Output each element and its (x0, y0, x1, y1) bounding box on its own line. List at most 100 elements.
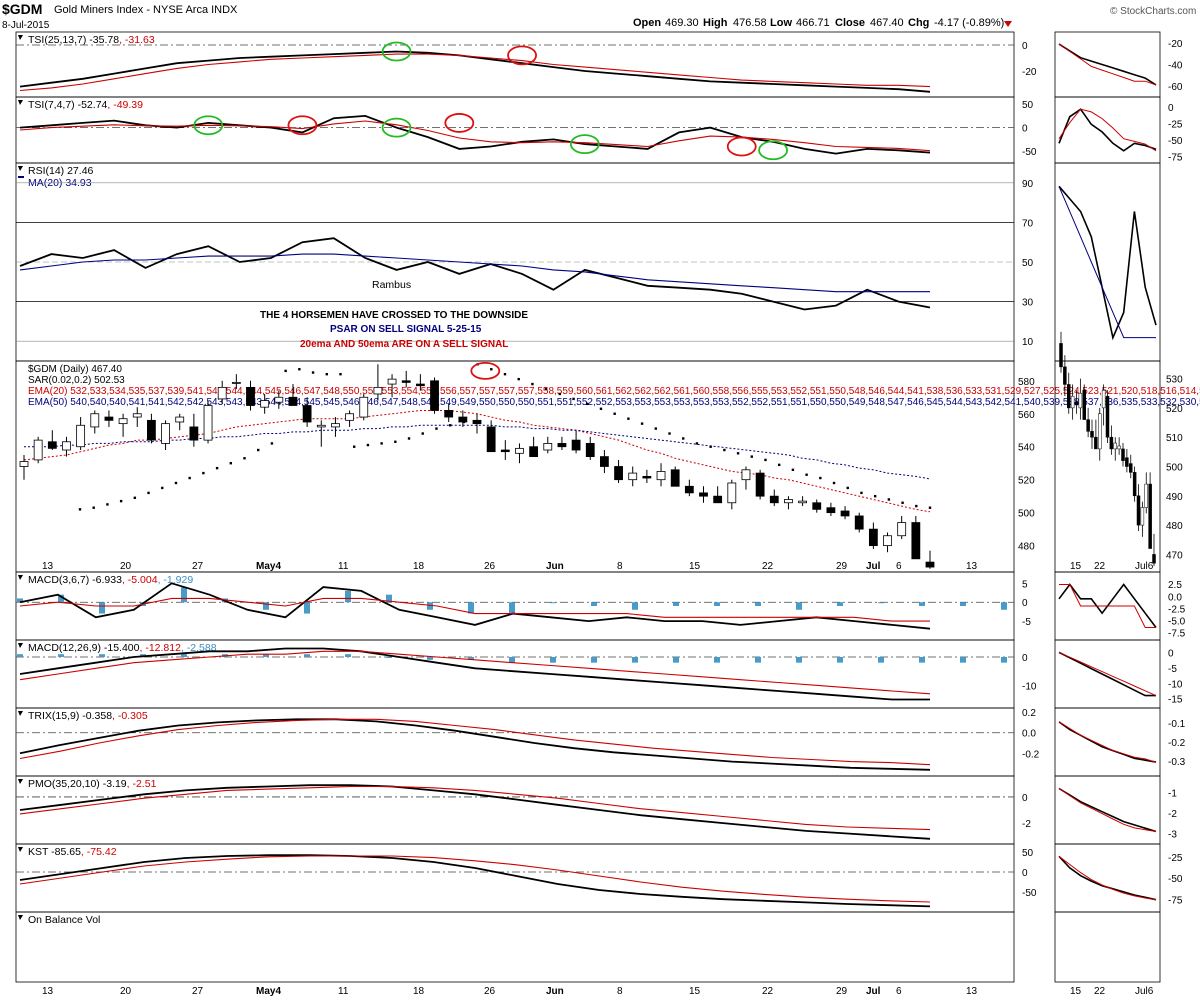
inset-frame-trix (1054, 707, 1161, 777)
histogram-bar (591, 657, 597, 663)
sar-dot (777, 463, 781, 467)
inset-tick-pmo: -3 (1168, 830, 1177, 841)
date-tick: 13 (966, 561, 978, 572)
inset-frame-rsi (1054, 162, 1161, 362)
series-line-tsi1 (19, 53, 931, 92)
inset-tick-tsi2: 0 (1168, 103, 1174, 114)
inset-tick-macd1: -2.5 (1168, 604, 1186, 615)
histogram-bar (837, 657, 843, 663)
inset-tick-trix: -0.2 (1168, 738, 1186, 749)
candle-body (444, 410, 454, 418)
series-line-tsi1 (19, 50, 931, 93)
candle-body (500, 449, 510, 453)
sar-dot (490, 368, 493, 371)
inset-candle-body (1063, 366, 1067, 385)
inset-candle-body (1140, 507, 1145, 526)
inset-tick-tsi2: -50 (1168, 136, 1183, 147)
sar-dot (558, 392, 562, 396)
histogram-bar (550, 602, 556, 604)
histogram-bar (509, 602, 515, 614)
down-arrow-icon (1004, 21, 1012, 27)
sar-dot (668, 432, 671, 435)
sar-dot (147, 491, 150, 495)
date-tick: 6 (896, 561, 902, 572)
candle-body (76, 424, 86, 448)
inset-tick-macd2: -5 (1168, 664, 1177, 675)
candle-body (684, 485, 694, 494)
series-line-trix (19, 718, 931, 766)
inset-price-tick: 530 (1166, 375, 1183, 386)
candle-body (62, 441, 71, 451)
candle-body (628, 472, 638, 481)
inset-tick-macd1: -7.5 (1168, 629, 1186, 640)
candle-body (600, 456, 609, 467)
sar-dot (599, 407, 603, 411)
inset-line-kst (1058, 855, 1157, 901)
green-signal-circle (381, 117, 412, 138)
sar-dot (846, 486, 849, 490)
panel-label-tsi2: TSI(7,4,7) -52.74, -49.39 (28, 99, 143, 111)
inset-candle-body (1086, 419, 1090, 432)
sar-dot (586, 402, 589, 406)
inset-tick-tsi2: -25 (1168, 119, 1183, 130)
price-tick: 580 (1018, 377, 1035, 388)
inset-tick-tsi1: -60 (1168, 82, 1183, 93)
candle-body (302, 405, 312, 423)
green-signal-circle (193, 115, 224, 136)
panel-marker-icon (18, 711, 23, 716)
inset-candle-body (1152, 554, 1156, 564)
sar-dot (805, 473, 808, 476)
inset-frame-tsi2 (1054, 96, 1161, 164)
panel-marker-icon (18, 575, 23, 580)
panel-frame-tsi2 (15, 96, 1015, 164)
histogram-bar (837, 602, 843, 606)
date-tick: 13 (966, 986, 978, 997)
candle-body (161, 423, 170, 444)
date-tick: 22 (762, 561, 774, 572)
histogram-bar (345, 654, 351, 657)
inset-price-tick: 480 (1166, 521, 1183, 532)
y-tick-kst: 0 (1022, 868, 1028, 879)
histogram-bar (632, 657, 638, 663)
series-line-tsi2 (19, 114, 931, 155)
sar-dot (380, 442, 383, 445)
price-legend-sar: SAR(0.02,0.2) 502.53 (28, 375, 125, 386)
sar-dot (106, 503, 109, 506)
high-label: High (703, 17, 728, 29)
histogram-bar (878, 657, 884, 663)
histogram-bar (919, 657, 925, 663)
sar-dot (311, 371, 315, 374)
y-tick-pmo: -2 (1022, 819, 1031, 830)
y-tick-pmo: 0 (1022, 793, 1028, 804)
candle-body (543, 443, 553, 451)
date-tick: 15 (689, 561, 701, 572)
histogram-bar (386, 594, 392, 603)
histogram-bar (796, 602, 802, 610)
candle-body (515, 447, 524, 454)
candle-body (387, 378, 397, 385)
candle-body (246, 386, 255, 406)
inset-candle-body (1121, 448, 1125, 461)
panel-label-kst: KST -85.65, -75.42 (28, 846, 117, 858)
panel-label-rsi: RSI(14) 27.46 (28, 165, 94, 177)
histogram-bar (345, 590, 351, 603)
histogram-bar (304, 602, 310, 614)
y-tick-rsi: 30 (1022, 298, 1034, 309)
red-signal-circle (287, 115, 318, 136)
inset-candle-body (1109, 436, 1114, 450)
inset-price-tick: 490 (1166, 492, 1183, 503)
sar-dot (407, 437, 411, 440)
y-tick-rsi: 90 (1022, 179, 1034, 190)
y-tick-macd1: -5 (1022, 617, 1031, 628)
sar-dot (161, 486, 164, 490)
histogram-bar (427, 602, 433, 610)
candle-body (812, 502, 822, 510)
date-tick: 29 (836, 986, 848, 997)
sar-dot (366, 443, 370, 447)
date-tick: 27 (192, 561, 204, 572)
date-tick: 8 (617, 561, 623, 572)
inset-candle-body (1094, 436, 1098, 450)
sar-dot (709, 445, 712, 448)
candle-body (854, 515, 864, 530)
histogram-bar (714, 602, 720, 606)
